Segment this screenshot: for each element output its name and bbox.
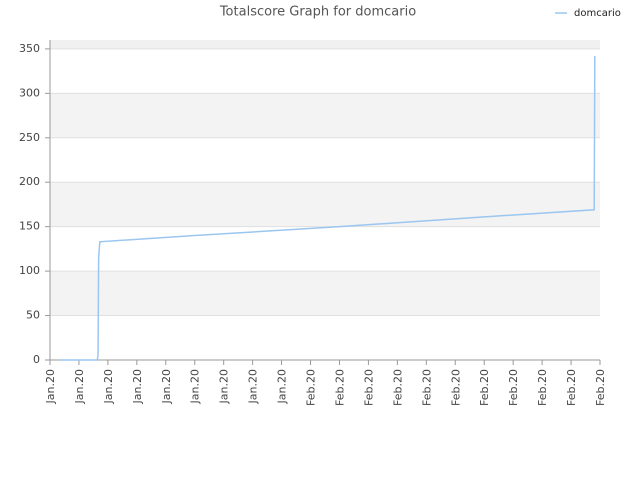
x-tick-label: Feb.20 [449, 369, 462, 406]
y-tick-label: 200 [19, 175, 40, 188]
x-tick-label: Feb.20 [507, 369, 520, 406]
x-tick-label: Feb.20 [362, 369, 375, 406]
x-tick-label: Jan.20 [189, 369, 202, 404]
y-tick-label: 50 [26, 309, 40, 322]
x-tick-label: Jan.20 [160, 369, 173, 404]
x-tick-label: Feb.20 [478, 369, 491, 406]
x-tick-label: Feb.20 [594, 369, 607, 406]
x-tick-label: Jan.20 [247, 369, 260, 404]
x-tick-label: Feb.20 [420, 369, 433, 406]
x-tick-label: Jan.20 [102, 369, 115, 404]
y-tick-label: 100 [19, 264, 40, 277]
series-line [60, 55, 596, 361]
x-tick-label: Feb.20 [333, 369, 346, 406]
y-tick-label: 300 [19, 86, 40, 99]
x-tick-label: Feb.20 [536, 369, 549, 406]
x-tick-label: Jan.20 [218, 369, 231, 404]
chart-title: Totalscore Graph for domcario [219, 5, 416, 20]
x-tick-label: Jan.20 [44, 369, 57, 404]
x-tick-label: Feb.20 [305, 369, 318, 406]
x-tick-label: Jan.20 [73, 369, 86, 404]
band [50, 40, 600, 49]
y-tick-label: 350 [19, 42, 40, 55]
x-tick-label: Feb.20 [565, 369, 578, 406]
band [50, 271, 600, 316]
y-tick-label: 0 [33, 353, 40, 366]
band [50, 93, 600, 138]
x-tick-label: Jan.20 [131, 369, 144, 404]
y-tick-label: 250 [19, 131, 40, 144]
x-tick-label: Jan.20 [276, 369, 289, 404]
band [50, 182, 600, 227]
legend-label: domcario [574, 8, 621, 19]
y-tick-label: 150 [19, 220, 40, 233]
x-tick-label: Feb.20 [391, 369, 404, 406]
